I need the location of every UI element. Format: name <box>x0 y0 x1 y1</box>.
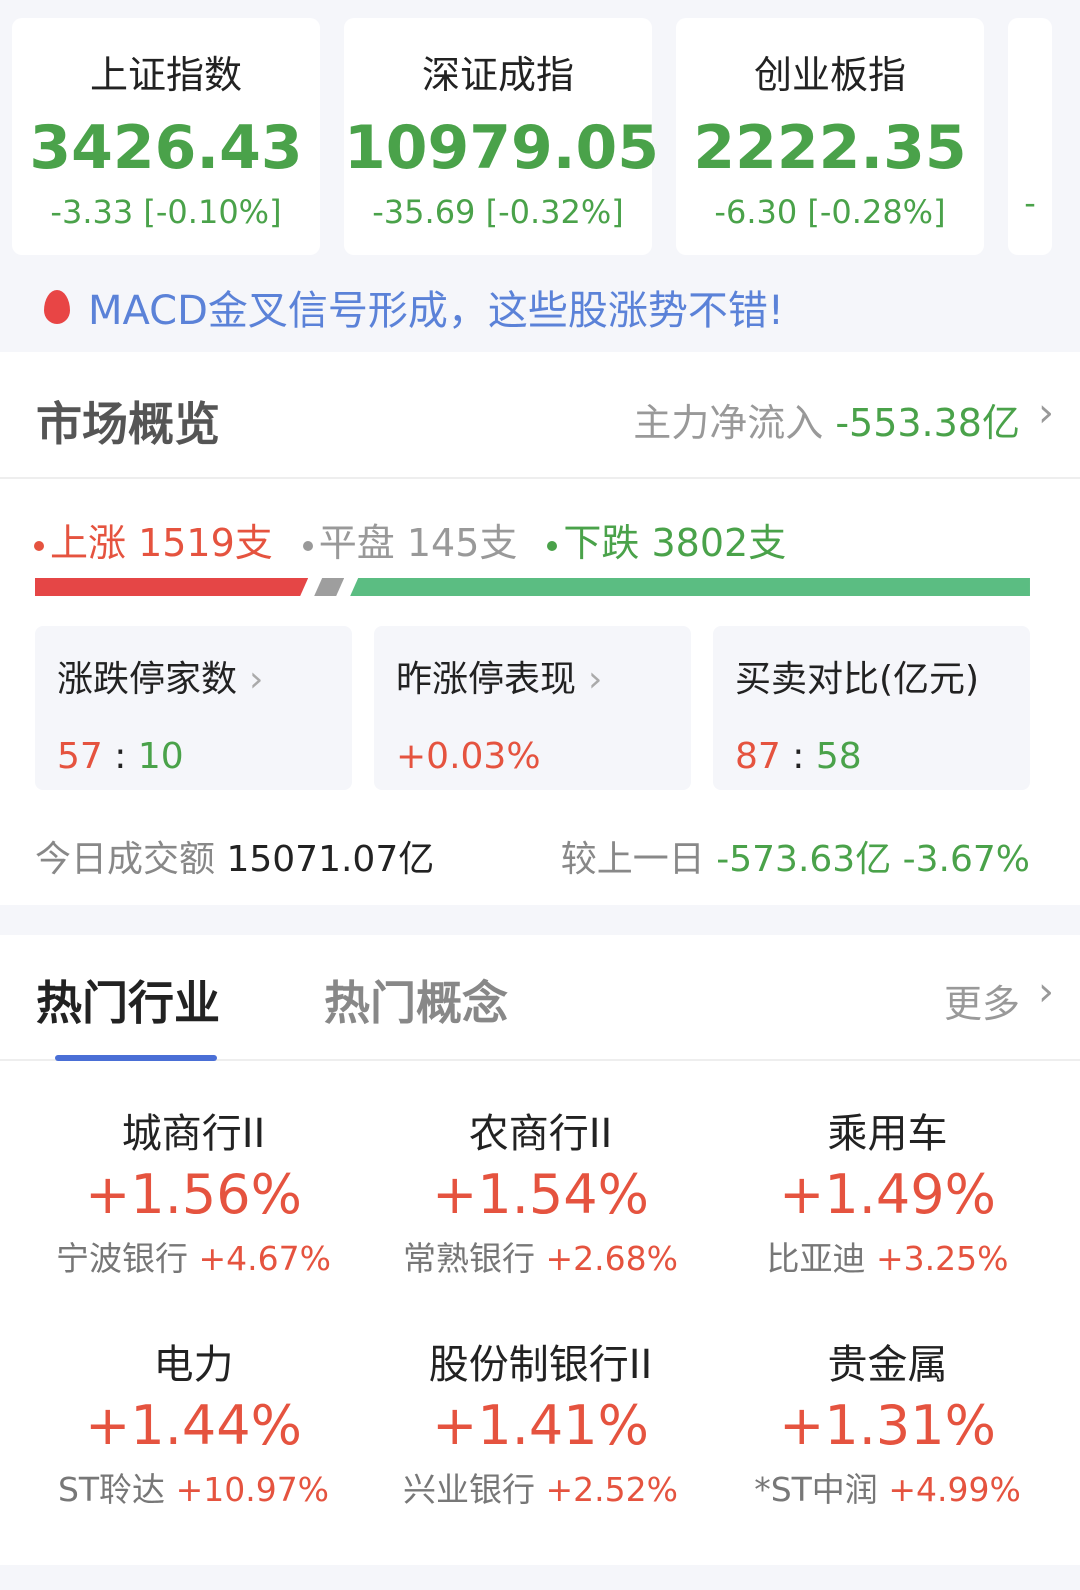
industry-pct: +1.49% <box>779 1163 996 1226</box>
index-value: 2222.35 <box>693 113 967 183</box>
limit-up-count: 57 <box>57 736 103 777</box>
banner-text: MACD金叉信号形成，这些股涨势不错! <box>88 288 784 334</box>
yesterday-limit-value: +0.03% <box>396 736 541 777</box>
turnover-label: 今日成交额 <box>35 839 216 880</box>
yesterday-limit-box[interactable]: 昨涨停表现 › +0.03% <box>374 626 691 790</box>
index-card-sh[interactable]: 上证指数 3426.43 -3.33 [-0.10%] <box>12 18 320 255</box>
industry-item[interactable]: 乘用车 +1.49% 比亚迪 +3.25% <box>714 1101 1061 1280</box>
chevron-right-icon: › <box>1038 390 1054 436</box>
buy-sell-box: 买卖对比(亿元) 87 : 58 <box>713 626 1030 790</box>
flat-bar <box>314 578 344 596</box>
flow-label: 主力净流入 <box>633 401 824 445</box>
up-count: 上涨 1519支 <box>34 512 273 567</box>
industry-item[interactable]: 股份制银行II +1.41% 兴业银行 +2.52% <box>367 1332 714 1511</box>
flow-value: -553.38亿 <box>835 401 1020 445</box>
leading-stock: 兴业银行 +2.52% <box>403 1470 678 1509</box>
industry-item[interactable]: 电力 +1.44% ST聆达 +10.97% <box>20 1332 367 1511</box>
industry-name: 贵金属 <box>827 1342 948 1388</box>
chevron-right-icon: › <box>588 659 603 700</box>
index-name: 创业板指 <box>753 53 906 97</box>
leading-stock: ST聆达 +10.97% <box>57 1470 330 1509</box>
industry-pct: +1.56% <box>85 1163 302 1226</box>
main-flow: 主力净流入 -553.38亿 <box>633 392 1020 447</box>
leading-stock: 比亚迪 +3.25% <box>766 1239 1009 1278</box>
industry-item[interactable]: 农商行II +1.54% 常熟银行 +2.68% <box>367 1101 714 1280</box>
buy-value: 87 <box>735 736 781 777</box>
tab-hot-industry[interactable]: 热门行业 <box>36 976 220 1030</box>
overview-header[interactable]: 市场概览 主力净流入 -553.38亿 › <box>0 352 1080 479</box>
index-value: 10979.05 <box>344 113 660 183</box>
flat-count: 平盘 145支 <box>302 512 517 567</box>
industry-pct: +1.44% <box>85 1394 302 1457</box>
industry-name: 乘用车 <box>827 1111 948 1157</box>
industry-item[interactable]: 贵金属 +1.31% *ST中润 +4.99% <box>714 1332 1061 1511</box>
market-overview: 市场概览 主力净流入 -553.38亿 › 上涨 1519支 平盘 145支 下… <box>0 352 1080 905</box>
index-card-sz[interactable]: 深证成指 10979.05 -35.69 [-0.32%] <box>344 18 660 255</box>
promo-banner[interactable]: MACD金叉信号形成，这些股涨势不错! <box>44 278 784 336</box>
compare-value: -573.63亿 -3.67% <box>716 839 1030 880</box>
hot-sectors: 热门行业 热门概念 更多 › 城商行II +1.56% 宁波银行 +4.67% 农商行… <box>0 935 1080 1565</box>
index-change: -3.33 [-0.10%] <box>50 193 282 231</box>
more-link[interactable]: 更多 <box>943 982 1020 1026</box>
down-bar <box>350 578 1030 596</box>
advance-decline: 上涨 1519支 平盘 145支 下跌 3802支 <box>34 512 786 567</box>
index-value: 3426.43 <box>29 113 303 183</box>
index-name: 深证成指 <box>421 53 574 97</box>
turnover-value: 15071.07亿 <box>226 839 435 880</box>
industry-name: 农商行II <box>468 1111 613 1157</box>
index-change: -6.30 [-0.28%] <box>714 193 946 231</box>
box-title: 昨涨停表现 <box>396 659 577 700</box>
compare-label: 较上一日 <box>560 839 705 880</box>
down-count: 下跌 3802支 <box>547 512 786 567</box>
limit-down-count: 10 <box>137 736 184 777</box>
sell-value: 58 <box>815 736 862 777</box>
box-title: 买卖对比(亿元) <box>735 659 980 700</box>
active-tab-indicator <box>55 1055 217 1061</box>
up-bar <box>35 578 308 596</box>
index-change: -35.69 [-0.32%] <box>372 193 624 231</box>
industry-name: 股份制银行II <box>428 1342 653 1388</box>
industry-name: 城商行II <box>121 1111 266 1157</box>
industry-name: 电力 <box>153 1342 234 1388</box>
industry-pct: +1.31% <box>779 1394 996 1457</box>
chevron-right-icon: › <box>249 659 264 700</box>
industry-pct: +1.54% <box>432 1163 649 1226</box>
leading-stock: *ST中润 +4.99% <box>754 1470 1021 1509</box>
index-name: 上证指数 <box>89 53 242 97</box>
chevron-right-icon: › <box>1038 969 1054 1015</box>
limit-count-box[interactable]: 涨跌停家数 › 57 : 10 <box>35 626 352 790</box>
leading-stock: 常熟银行 +2.68% <box>403 1239 678 1278</box>
index-cards: 上证指数 3426.43 -3.33 [-0.10%] 深证成指 10979.0… <box>12 18 1052 255</box>
leading-stock: 宁波银行 +4.67% <box>56 1239 331 1278</box>
advance-decline-bar <box>35 578 1030 596</box>
box-title: 涨跌停家数 <box>57 659 238 700</box>
index-change: - <box>1024 184 1036 222</box>
industry-pct: +1.41% <box>432 1394 649 1457</box>
industry-item[interactable]: 城商行II +1.56% 宁波银行 +4.67% <box>20 1101 367 1280</box>
tab-hot-concept[interactable]: 热门概念 <box>324 976 508 1030</box>
index-card-cyb[interactable]: 创业板指 2222.35 -6.30 [-0.28%] <box>676 18 984 255</box>
flame-icon <box>44 290 70 324</box>
turnover-row: 今日成交额 15071.07亿 较上一日 -573.63亿 -3.67% <box>35 830 1030 882</box>
section-title: 市场概览 <box>36 397 220 451</box>
index-card-partial[interactable]: - <box>1008 18 1052 255</box>
